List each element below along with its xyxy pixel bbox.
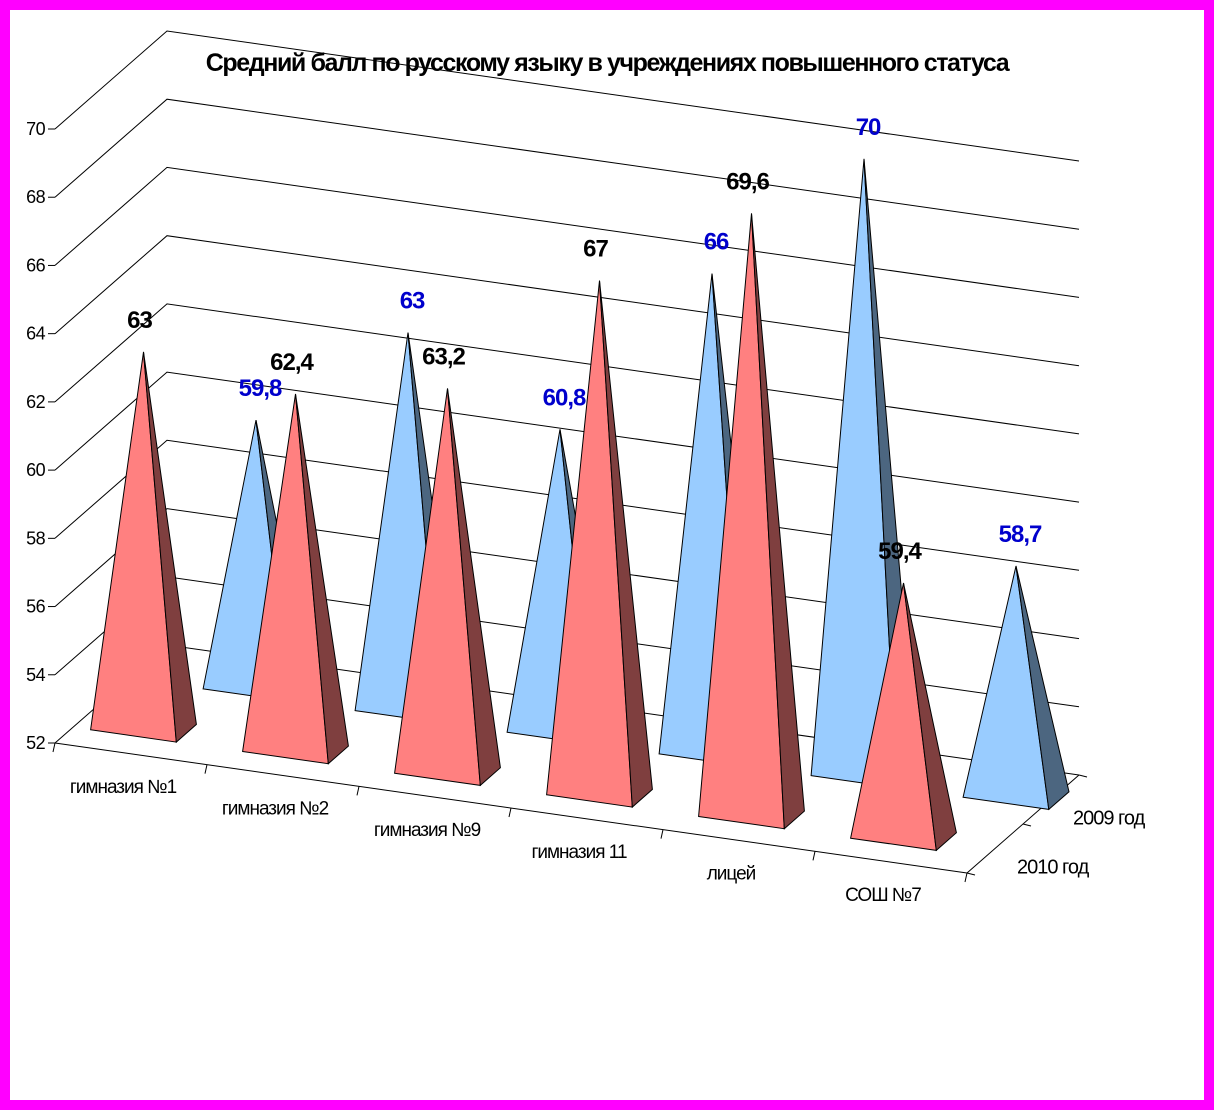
y-tick-label: 58 bbox=[26, 528, 45, 548]
data-label: 62,4 bbox=[270, 349, 314, 376]
pyramid-side-face bbox=[295, 393, 349, 765]
y-tick-label: 56 bbox=[26, 597, 45, 617]
depth-tick-mark bbox=[1022, 823, 1032, 827]
pyramid-bar bbox=[242, 393, 349, 765]
x-tick-mark bbox=[508, 807, 512, 818]
category-label: лицей bbox=[707, 864, 756, 885]
series-label: 2009 год bbox=[1073, 808, 1146, 830]
gridline bbox=[54, 30, 1080, 162]
data-labels: 59,8 63 60,8 66 70 58,7 63 62,4 63,2 67 69,6 59,4 bbox=[127, 114, 1043, 565]
data-label: 63 bbox=[400, 288, 425, 315]
pyramid-side-face bbox=[1015, 565, 1070, 811]
gridline bbox=[54, 303, 1080, 435]
data-label: 59,4 bbox=[878, 538, 922, 565]
pyramid-side-face bbox=[599, 280, 653, 809]
x-tick-mark bbox=[52, 742, 56, 753]
category-label: гимназия №1 bbox=[70, 777, 177, 798]
data-label: 69,6 bbox=[726, 168, 769, 195]
pyramid-side-face bbox=[447, 388, 501, 787]
x-tick-mark bbox=[356, 786, 360, 796]
data-label: 63 bbox=[127, 307, 152, 334]
data-label: 60,8 bbox=[543, 384, 586, 411]
data-label: 58,7 bbox=[999, 521, 1042, 548]
y-tick-label: 60 bbox=[26, 460, 45, 480]
axes: 52 54 56 58 60 62 64 66 68 70 гимназия №1 гимназия … bbox=[26, 119, 1146, 906]
pyramid-bars bbox=[90, 158, 1070, 852]
gridlines bbox=[54, 30, 1080, 776]
y-tick-label: 68 bbox=[26, 187, 45, 207]
gridline bbox=[54, 371, 1080, 503]
pyramid-bar bbox=[698, 213, 805, 830]
data-label: 59,8 bbox=[239, 375, 282, 402]
category-label: СОШ №7 bbox=[845, 885, 921, 906]
x-tick-mark bbox=[964, 872, 968, 883]
data-label: 70 bbox=[856, 114, 881, 141]
x-tick-mark bbox=[660, 829, 664, 839]
gridline bbox=[54, 166, 1080, 298]
data-label: 67 bbox=[583, 235, 608, 262]
data-label: 63,2 bbox=[422, 343, 465, 370]
depth-tick-mark bbox=[1078, 774, 1088, 778]
y-tick-label: 52 bbox=[26, 733, 45, 753]
pyramid-bar bbox=[90, 351, 197, 744]
pyramid-side-face bbox=[751, 213, 805, 830]
category-label: гимназия 11 bbox=[531, 842, 627, 863]
pyramid-chart: 52 54 56 58 60 62 64 66 68 70 гимназия №1 гимназия … bbox=[26, 30, 1147, 906]
x-tick-mark bbox=[812, 851, 816, 861]
gridline bbox=[54, 98, 1080, 230]
gridline bbox=[54, 235, 1080, 367]
pyramid-bar bbox=[394, 388, 501, 787]
pyramid-side-face bbox=[903, 582, 957, 852]
y-tick-label: 66 bbox=[26, 255, 45, 275]
y-tick-label: 62 bbox=[26, 392, 45, 412]
category-label: гимназия №9 bbox=[374, 820, 481, 841]
series-label: 2010 год bbox=[1017, 857, 1090, 879]
x-tick-mark bbox=[204, 764, 208, 774]
chart-title: Средний балл по русскому языку в учрежде… bbox=[206, 49, 1011, 77]
pyramid-bar bbox=[850, 582, 957, 852]
pyramid-side-face bbox=[143, 351, 197, 744]
category-label: гимназия №2 bbox=[222, 799, 329, 820]
y-tick-label: 64 bbox=[26, 324, 45, 344]
pyramid-bar bbox=[546, 280, 653, 809]
depth-tick-mark bbox=[966, 872, 976, 876]
data-label: 66 bbox=[704, 229, 729, 256]
y-tick-label: 54 bbox=[26, 665, 45, 685]
pyramid-bar bbox=[962, 565, 1070, 811]
y-tick-label: 70 bbox=[26, 119, 45, 139]
